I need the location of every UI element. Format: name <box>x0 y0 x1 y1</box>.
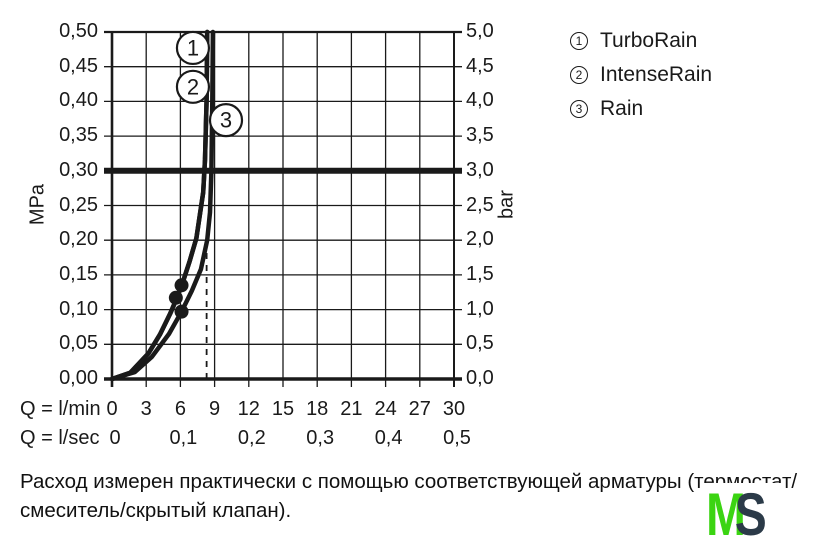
x-lmin-tick-label: 3 <box>140 398 152 420</box>
legend-item-turborain: 1 TurboRain <box>570 24 712 58</box>
y-right-tick-label: 0,0 <box>466 367 494 389</box>
y-right-tick-label: 0,5 <box>466 332 494 355</box>
legend-label-turborain: TurboRain <box>600 29 698 52</box>
x-axis-caption-lsec: Q = l/sec <box>20 427 100 449</box>
x-axis-caption-lmin: Q = l/min <box>20 398 101 420</box>
footnote-line-1: Расход измерен практически с помощью соо… <box>20 470 798 493</box>
legend-item-intenserain: 2 IntenseRain <box>570 58 712 92</box>
y-left-axis-caption: MPa <box>26 183 49 226</box>
x-lmin-tick-label: 15 <box>271 398 295 420</box>
legend-number-1-icon: 1 <box>570 32 588 50</box>
y-right-tick-label: 1,5 <box>466 262 494 285</box>
y-left-tick-label: 0,15 <box>59 262 98 285</box>
y-right-tick-label: 3,5 <box>466 124 494 147</box>
y-left-tick-label: 0,00 <box>59 367 98 389</box>
x-lmin-tick-label: 9 <box>209 398 221 420</box>
y-right-tick-label: 2,0 <box>466 228 494 251</box>
flow-curve-2 <box>109 29 210 382</box>
x-lmin-tick-label: 30 <box>442 398 466 420</box>
curve-label-circle-2 <box>175 69 211 104</box>
y-right-tick-label: 4,0 <box>466 89 494 112</box>
x-lmin-tick-label: 24 <box>374 398 397 420</box>
y-left-tick-label: 0,10 <box>59 297 98 320</box>
curve-label-number-3: 3 <box>220 108 232 133</box>
y-right-tick-label: 4,5 <box>466 54 494 77</box>
ms-logo: MS <box>700 483 784 547</box>
x-lsec-tick-label: 0,4 <box>374 427 403 449</box>
y-right-tick-label: 5,0 <box>466 20 494 42</box>
footnote: Расход измерен практически с помощью соо… <box>20 467 830 525</box>
curve-label-circle-3 <box>208 103 244 138</box>
measure-point-3 <box>174 304 189 319</box>
x-lsec-tick-label: 0,2 <box>237 427 266 449</box>
y-left-tick-label: 0,35 <box>59 124 98 147</box>
x-lmin-tick-label: 27 <box>408 398 431 420</box>
y-left-tick-label: 0,40 <box>59 89 98 112</box>
y-left-tick-label: 0,30 <box>59 158 98 181</box>
y-right-axis-caption: bar <box>495 190 518 219</box>
y-left-tick-label: 0,20 <box>59 228 98 251</box>
y-right-tick-label: 2,5 <box>466 193 494 216</box>
y-right-tick-label: 1,0 <box>466 297 494 320</box>
flow-chart: 1 23 <box>104 29 462 387</box>
footnote-line-2: смеситель/скрытый клапан). <box>20 499 292 522</box>
legend-number-3-icon: 3 <box>570 100 588 118</box>
legend-item-rain: 3 Rain <box>570 92 712 126</box>
x-lmin-tick-label: 18 <box>306 398 329 420</box>
curve-label-circle-1 <box>175 30 211 66</box>
flow-curve-3 <box>109 29 216 382</box>
x-lmin-tick-label: 6 <box>174 398 186 420</box>
curve-label-number-1: 1 <box>187 35 199 60</box>
y-left-tick-label: 0,25 <box>59 193 98 216</box>
legend-number-2-icon: 2 <box>570 66 588 84</box>
y-left-tick-label: 0,05 <box>59 332 98 355</box>
x-lmin-tick-label: 12 <box>237 398 260 420</box>
x-lsec-tick-label: 0,5 <box>443 427 471 449</box>
legend: 1 TurboRain 2 IntenseRain 3 Rain <box>570 24 712 126</box>
x-lmin-tick-label: 21 <box>340 398 363 420</box>
measure-point-2 <box>168 290 183 305</box>
y-right-tick-label: 3,0 <box>466 158 494 181</box>
y-left-tick-label: 0,45 <box>59 54 98 77</box>
x-lmin-tick-label: 0 <box>106 398 118 420</box>
legend-label-rain: Rain <box>600 97 644 120</box>
measure-point-1 <box>174 278 189 293</box>
y-left-tick-label: 0,50 <box>59 20 98 42</box>
logo-letter-s: S <box>734 481 767 547</box>
x-lsec-tick-label: 0,1 <box>169 427 198 449</box>
curve-label-number-2: 2 <box>187 74 199 99</box>
x-lsec-tick-label: 0 <box>109 427 121 449</box>
x-lsec-tick-label: 0,3 <box>306 427 335 449</box>
legend-label-intenserain: IntenseRain <box>600 63 713 86</box>
logo-letter-m: M <box>706 481 746 547</box>
